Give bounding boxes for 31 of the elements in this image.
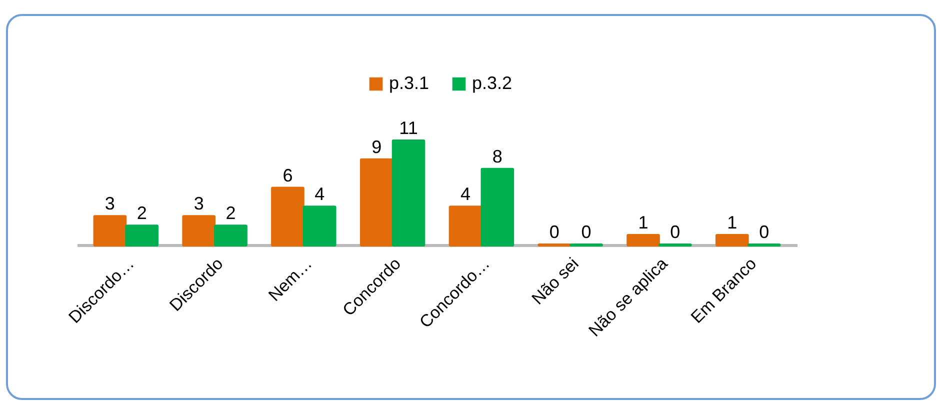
bar <box>480 168 514 246</box>
x-tick-label: Não sei <box>528 254 582 308</box>
data-label: 2 <box>136 203 147 224</box>
bar <box>125 224 158 246</box>
data-label: 3 <box>104 194 115 214</box>
data-label: 0 <box>581 222 592 242</box>
bar <box>214 224 248 246</box>
bar <box>392 140 426 246</box>
data-label: 0 <box>670 222 680 242</box>
data-label: 0 <box>759 222 770 242</box>
data-label: 8 <box>492 146 502 166</box>
data-label: 2 <box>226 203 236 224</box>
bar <box>182 215 216 246</box>
bar <box>448 206 482 246</box>
bar <box>716 234 749 246</box>
data-label: 9 <box>372 136 382 157</box>
bar <box>360 158 394 246</box>
data-label: 1 <box>638 212 648 233</box>
bar <box>302 206 336 246</box>
bar <box>93 215 127 246</box>
bar <box>626 234 660 246</box>
data-label: 1 <box>727 212 738 233</box>
legend-label: p.3.2 <box>472 73 512 93</box>
data-label: 3 <box>194 194 204 214</box>
bar <box>271 186 304 246</box>
legend-label: p.3.1 <box>389 73 430 93</box>
data-label: 4 <box>314 184 325 204</box>
data-label: 0 <box>549 222 560 242</box>
data-label: 4 <box>460 184 470 204</box>
data-label: 11 <box>399 118 418 138</box>
data-label: 6 <box>282 165 293 186</box>
